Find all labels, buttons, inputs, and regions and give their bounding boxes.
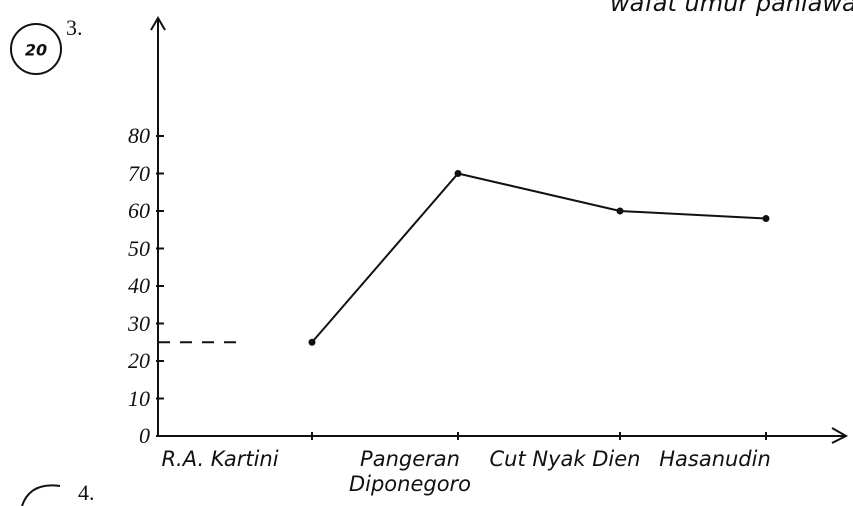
y-tick-label: 20 [128, 348, 150, 373]
score-circle [21, 484, 61, 506]
y-tick-label: 50 [128, 235, 150, 261]
x-tick-label: R.A. Kartini [161, 447, 279, 471]
x-tick-label: Pangeran Diponegoro [348, 447, 472, 496]
point [308, 338, 316, 346]
y-tick-label: 10 [128, 385, 150, 411]
x-tick-label: Hasanudin [659, 447, 771, 471]
score-circle [10, 23, 62, 75]
question-number: 4. [78, 480, 95, 505]
question-number: 3. [66, 15, 83, 40]
y-tick-label: 30 [128, 310, 150, 336]
header-fragment: wafat umur pahlawan [610, 0, 853, 17]
y-tick-label: 80 [128, 123, 150, 148]
point [762, 215, 770, 222]
point [454, 170, 462, 177]
y-axis-arrow [150, 16, 166, 31]
y-tick-label: 40 [128, 273, 150, 298]
y-tick-label: 70 [128, 160, 150, 186]
x-tick-label: Cut Nyak Dien [489, 447, 641, 471]
y-tick-label: 0 [139, 423, 150, 448]
score: 20 [25, 41, 47, 60]
line [311, 172, 767, 343]
point [616, 207, 624, 215]
y-tick-label: 60 [128, 198, 150, 223]
x-axis-arrow [831, 427, 849, 444]
